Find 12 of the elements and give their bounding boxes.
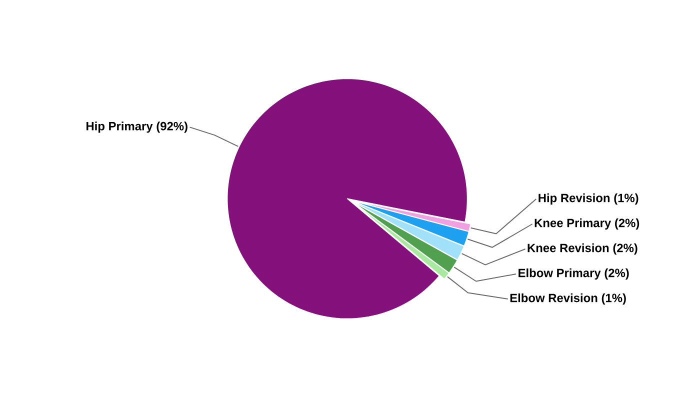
slice-label: Knee Revision (528, 243, 609, 252)
slice-label: Knee Primary (534, 218, 612, 230)
slice-label: Hip Revision (538, 193, 610, 205)
slice-label: Elbow Revision (510, 293, 598, 302)
data-label: (2%) (604, 268, 629, 280)
data-label: (92%) (156, 122, 188, 133)
slice-label: Elbow Primary (518, 268, 601, 280)
slice-label: Hip Primary (86, 122, 153, 133)
data-label: (2%) (615, 218, 640, 230)
data-label: (1%) (614, 193, 638, 205)
data-label: (1%) (602, 293, 626, 305)
data-label: (2%) (613, 243, 638, 255)
